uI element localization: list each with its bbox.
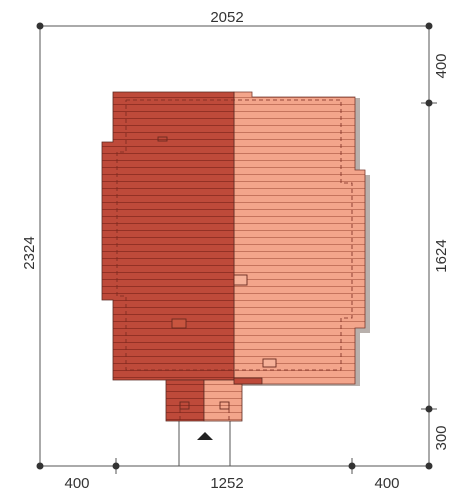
dimension-right-middle: 1624	[433, 239, 450, 272]
dimension-right-lower: 300	[433, 425, 450, 450]
dimension-left-total: 2324	[21, 236, 38, 269]
entrance-arrow-icon	[197, 432, 213, 440]
roof-dark-plane	[102, 92, 234, 380]
chimney-left	[172, 319, 186, 328]
dimension-top-total: 2052	[210, 9, 243, 26]
dimension-bottom-middle: 1252	[210, 475, 243, 492]
chimney-right	[263, 359, 276, 367]
roof-light-plane	[234, 92, 365, 384]
chimney-center	[234, 275, 247, 285]
dimension-right-upper: 400	[433, 53, 450, 78]
dimension-bottom-right: 400	[374, 475, 399, 492]
dimension-bottom-left: 400	[64, 475, 89, 492]
